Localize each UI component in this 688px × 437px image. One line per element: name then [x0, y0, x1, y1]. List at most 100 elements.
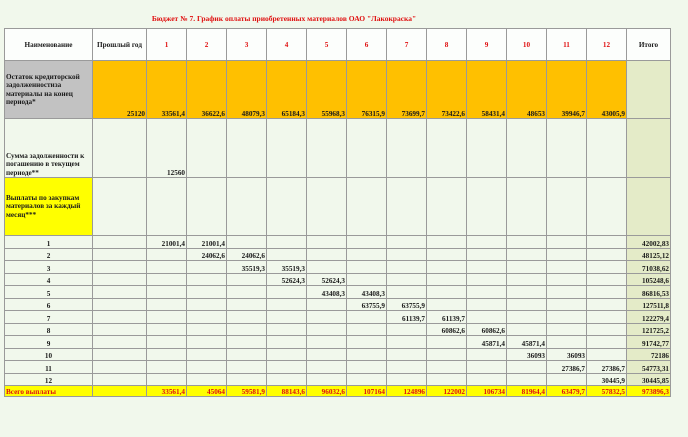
month-cell [186, 260, 227, 274]
month-cell [306, 177, 347, 236]
month-cell [306, 335, 347, 349]
month-cell [346, 272, 387, 286]
month-cell: 88143,6 [266, 385, 307, 397]
prev-year-cell [92, 247, 147, 261]
row-index: 5 [4, 285, 93, 299]
month-cell [346, 235, 387, 249]
month-cell: 52624,3 [306, 272, 347, 286]
month-cell [146, 177, 187, 236]
month-cell [226, 322, 267, 336]
month-cell [586, 310, 627, 324]
payment-row: 1 21001,4 21001,4 42002,83 [4, 235, 671, 249]
month-cell [466, 347, 507, 361]
month-cell [426, 247, 467, 261]
month-cell [426, 285, 467, 299]
month-cell [466, 260, 507, 274]
month-cell: 24062,6 [186, 247, 227, 261]
month-cell: 107164 [346, 385, 387, 397]
month-cell [426, 260, 467, 274]
month-cell [586, 247, 627, 261]
total-cell [626, 60, 671, 119]
month-cell [306, 360, 347, 374]
month-cell [466, 297, 507, 311]
month-cell [586, 260, 627, 274]
prev-year-cell [92, 335, 147, 349]
month-cell [506, 118, 547, 178]
month-cell [306, 235, 347, 249]
prev-year-cell [92, 360, 147, 374]
month-cell [466, 360, 507, 374]
total-cell [626, 118, 671, 178]
month-cell [306, 260, 347, 274]
payment-rows: 1 21001,4 21001,4 42002,83 2 24062,6 24062,6 48… [4, 235, 671, 386]
row-index: 9 [4, 335, 93, 349]
prev-year-cell [92, 372, 147, 386]
prev-year-cell [92, 272, 147, 286]
total-cell: 973896,3 [626, 385, 671, 397]
month-cell: 73422,6 [426, 60, 467, 119]
row-index: 10 [4, 347, 93, 361]
prev-year-cell [92, 310, 147, 324]
month-cell: 48079,3 [226, 60, 267, 119]
month-cell [506, 260, 547, 274]
month-cell [146, 322, 187, 336]
month-cell [266, 322, 307, 336]
month-cell [506, 297, 547, 311]
month-cell: 35519,3 [226, 260, 267, 274]
month-cell [426, 297, 467, 311]
month-cell [506, 247, 547, 261]
month-cell [546, 118, 587, 178]
month-cell [266, 372, 307, 386]
month-cell [346, 118, 387, 178]
payment-row: 5 43408,3 43408,3 86816,53 [4, 285, 671, 299]
header-month: 7 [386, 28, 427, 61]
month-cell [346, 347, 387, 361]
month-cell: 45064 [186, 385, 227, 397]
total-cell: 72186 [626, 347, 671, 361]
month-cell [186, 310, 227, 324]
month-cell [186, 372, 227, 386]
month-cell [346, 372, 387, 386]
month-cell [506, 272, 547, 286]
month-cell: 21001,4 [186, 235, 227, 249]
month-cell [386, 272, 427, 286]
month-cell [146, 297, 187, 311]
header-total: Итого [626, 28, 671, 61]
month-cell [426, 360, 467, 374]
month-cell [546, 272, 587, 286]
header-name: Наименование [4, 28, 93, 61]
row-label: Остаток кредиторской задолженностиза мат… [4, 60, 93, 119]
month-cell [306, 247, 347, 261]
month-cell [226, 347, 267, 361]
month-cell [546, 322, 587, 336]
month-cell: 58431,4 [466, 60, 507, 119]
prev-year-cell [92, 235, 147, 249]
month-cell [506, 235, 547, 249]
month-cell [386, 285, 427, 299]
month-cell [386, 372, 427, 386]
month-cell [346, 177, 387, 236]
month-cell: 60862,6 [466, 322, 507, 336]
month-cell [186, 177, 227, 236]
header-month: 3 [226, 28, 267, 61]
month-cell [186, 297, 227, 311]
month-cell [146, 272, 187, 286]
month-cell [146, 360, 187, 374]
month-cell: 60862,6 [426, 322, 467, 336]
month-cell [266, 360, 307, 374]
header-month: 10 [506, 28, 547, 61]
month-cell [146, 347, 187, 361]
header-month: 4 [266, 28, 307, 61]
prev-year-cell [92, 177, 147, 236]
prev-year-cell: 25120 [92, 60, 147, 119]
header-month: 5 [306, 28, 347, 61]
month-cell [226, 118, 267, 178]
month-cell [346, 260, 387, 274]
month-cell [466, 235, 507, 249]
month-cell: 61139,7 [426, 310, 467, 324]
month-cell: 27386,7 [586, 360, 627, 374]
month-cell [346, 335, 387, 349]
month-cell: 124896 [386, 385, 427, 397]
month-cell: 76315,9 [346, 60, 387, 119]
month-cell: 43408,3 [346, 285, 387, 299]
